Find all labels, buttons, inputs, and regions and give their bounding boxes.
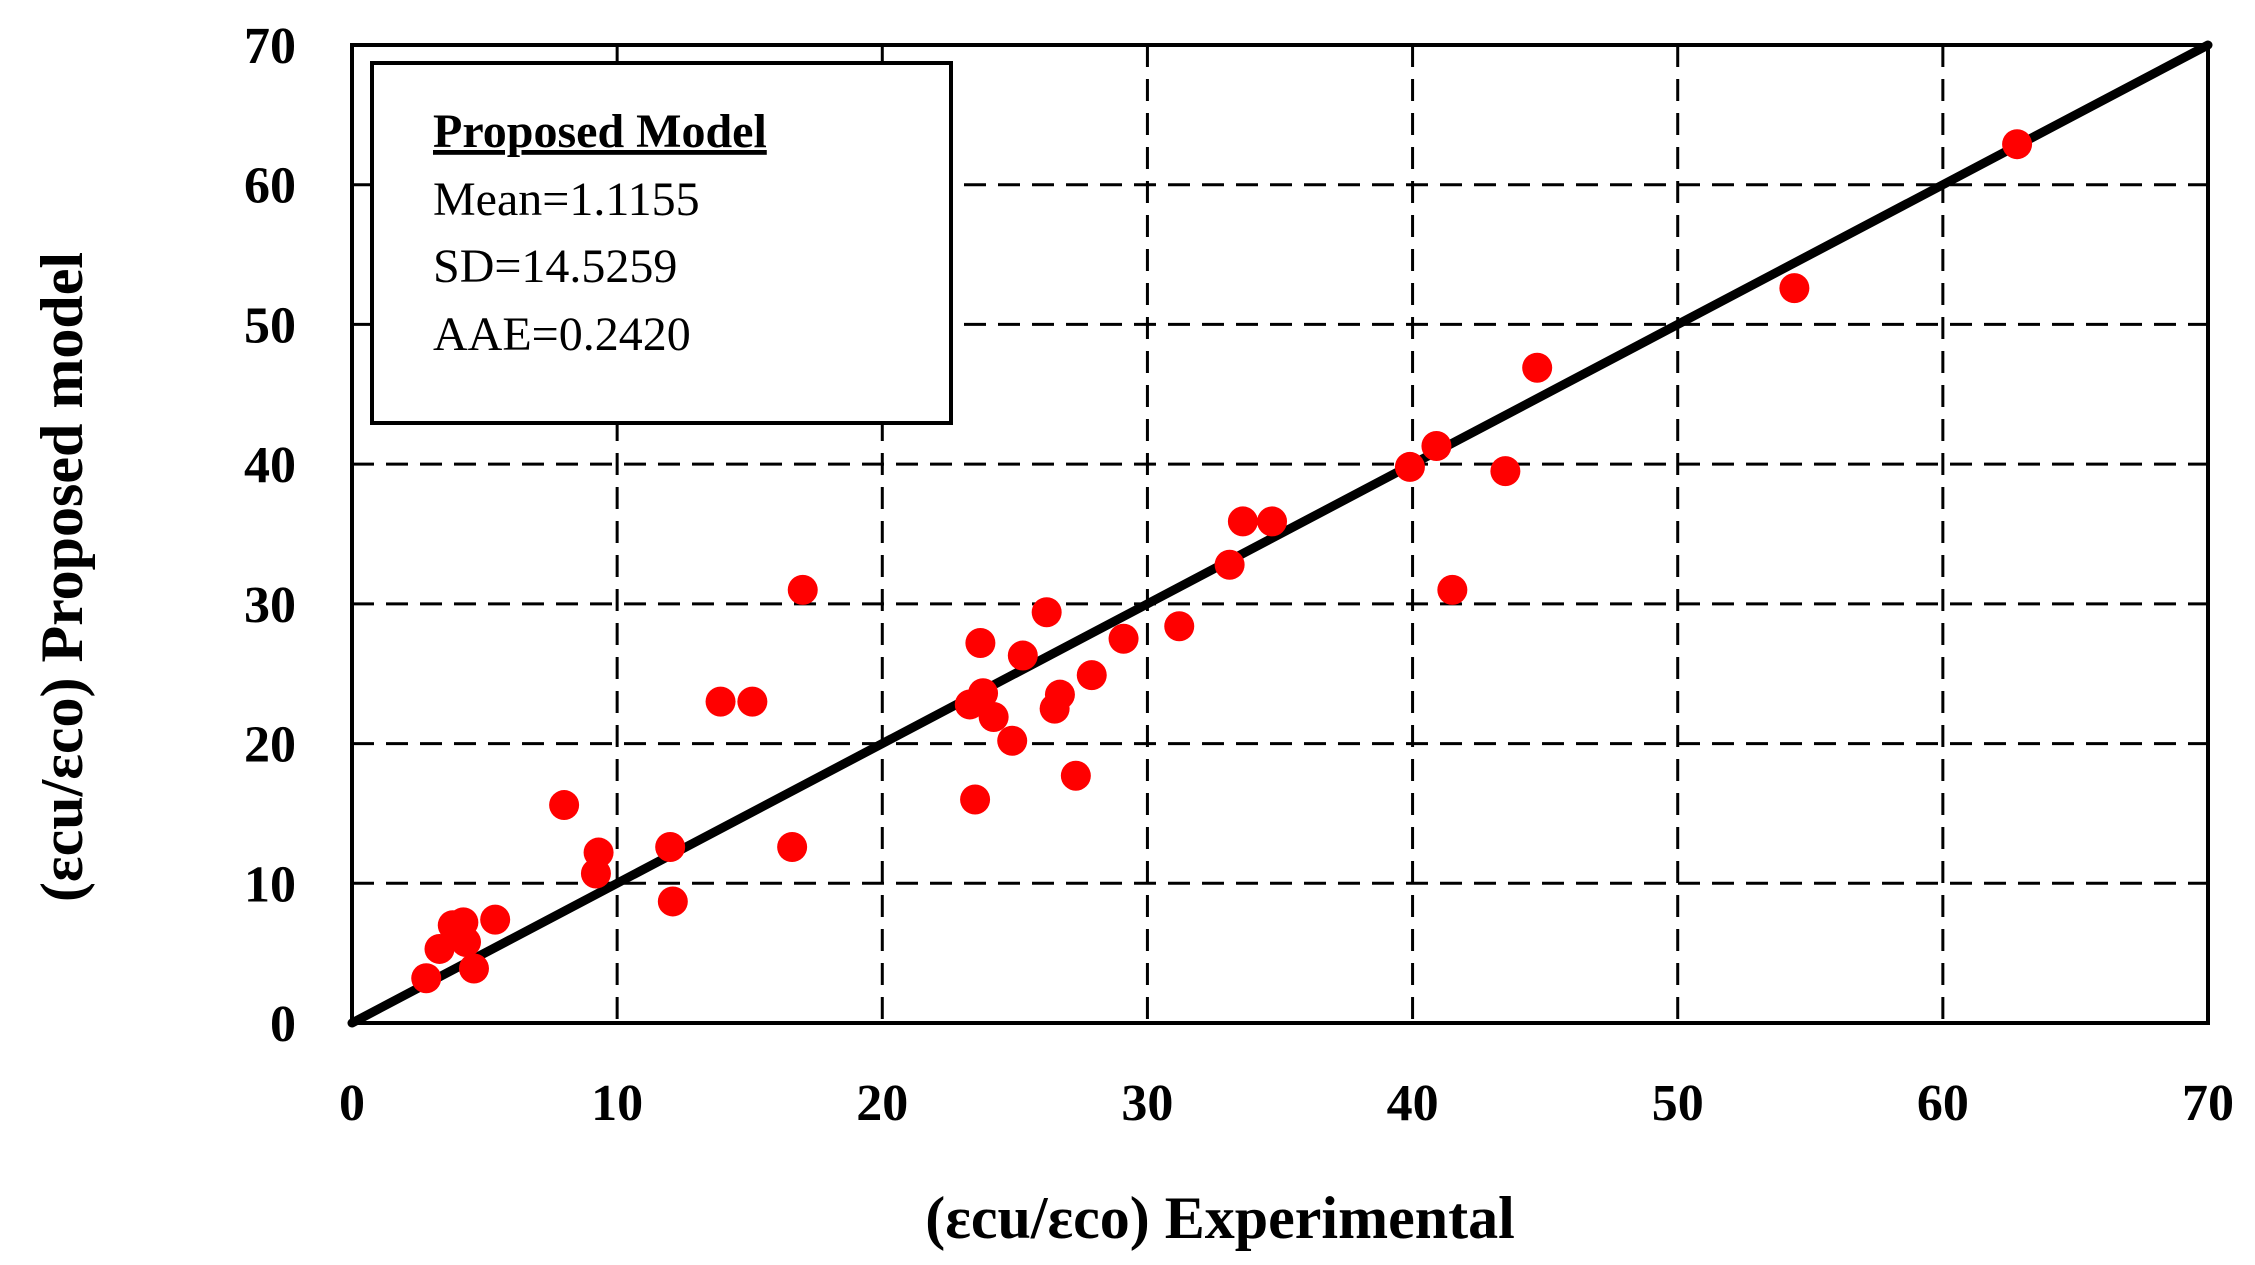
y-tick-label-60: 60 [244,158,296,215]
x-tick-label-40: 40 [1387,1075,1439,1132]
data-point-32 [1257,506,1288,537]
y-tick-label-50: 50 [244,297,296,354]
data-point-21 [997,725,1028,756]
y-axis-title: (εcu/εco) Proposed model [29,252,95,902]
data-point-5 [458,953,489,984]
x-axis-ticks: 0 10 20 30 40 50 60 70 [339,1075,2234,1132]
y-tick-label-40: 40 [244,437,296,494]
data-point-17 [960,784,991,815]
y-tick-label-20: 20 [244,717,296,774]
data-point-20 [978,702,1009,733]
data-point-7 [549,790,580,821]
x-tick-label-70: 70 [2182,1075,2234,1132]
data-point-30 [1214,549,1245,580]
data-point-31 [1227,506,1258,537]
data-point-36 [1490,456,1521,487]
data-point-1 [424,933,455,964]
data-point-22 [1007,640,1038,671]
data-point-37 [1522,352,1553,383]
legend-box: Proposed Model Mean=1.1155 SD=14.5259 AA… [370,61,953,425]
data-point-18 [965,627,996,658]
data-point-0 [411,963,442,994]
legend-mean: Mean=1.1155 [433,173,700,226]
x-tick-label-0: 0 [339,1075,365,1132]
x-tick-label-10: 10 [591,1075,643,1132]
data-point-4 [451,926,482,957]
data-point-34 [1421,430,1452,461]
x-axis-title: (εcu/εco) Experimental [925,1185,1514,1251]
data-point-39 [2002,129,2033,160]
data-point-38 [1779,273,1810,304]
data-point-9 [583,837,614,868]
x-tick-label-30: 30 [1121,1075,1173,1132]
data-point-19 [968,678,999,709]
legend-title: Proposed Model [433,105,767,158]
y-axis-ticks: 0 10 20 30 40 50 60 70 [244,18,296,1053]
legend-aae: AAE=0.2420 [433,308,691,361]
y-tick-label-70: 70 [244,18,296,75]
y-tick-label-0: 0 [270,996,296,1053]
data-point-28 [1108,623,1139,654]
x-tick-label-50: 50 [1652,1075,1704,1132]
data-point-25 [1044,679,1075,710]
data-point-14 [777,831,808,862]
plot-frame [350,43,2210,1025]
data-point-13 [737,686,768,717]
data-point-29 [1164,611,1195,642]
y-tick-label-30: 30 [244,577,296,634]
data-point-11 [657,886,688,917]
legend-frame [370,61,953,425]
x-tick-label-60: 60 [1917,1075,1969,1132]
data-point-23 [1031,597,1062,628]
x-tick-label-20: 20 [856,1075,908,1132]
data-point-15 [787,574,818,605]
data-point-6 [480,904,511,935]
data-point-27 [1076,660,1107,691]
data-point-10 [655,831,686,862]
data-point-26 [1060,760,1091,791]
data-point-35 [1437,574,1468,605]
y-tick-label-10: 10 [244,856,296,913]
data-points [411,129,2033,994]
data-point-12 [705,686,736,717]
legend-sd: SD=14.5259 [433,240,677,293]
data-point-33 [1394,451,1425,482]
